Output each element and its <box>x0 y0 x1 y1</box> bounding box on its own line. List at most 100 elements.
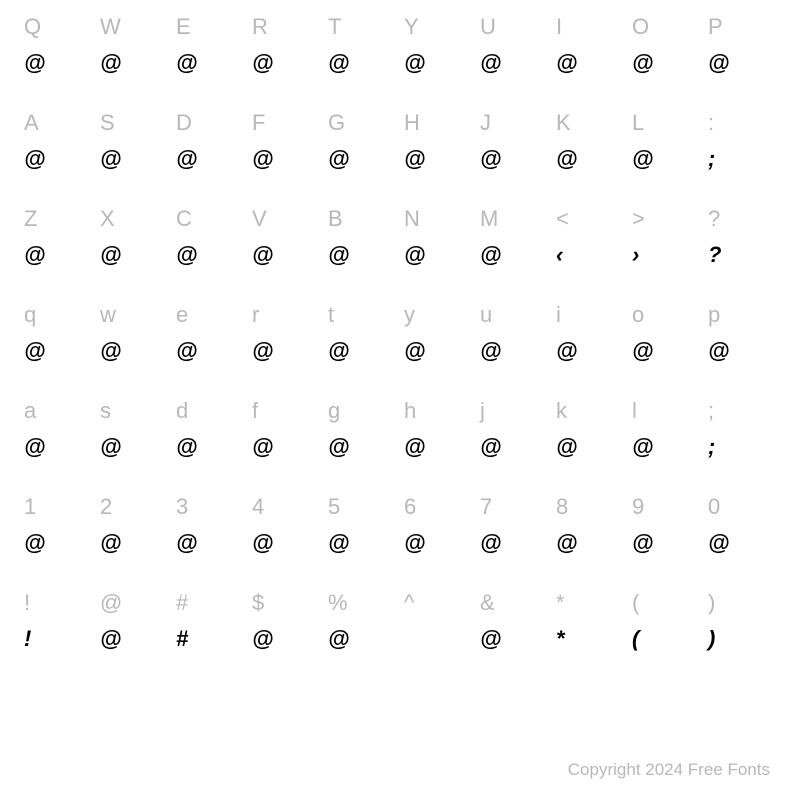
char-key: R <box>252 16 268 38</box>
char-key: y <box>404 304 415 326</box>
char-glyph: @ <box>176 340 197 362</box>
char-key: ) <box>708 592 715 614</box>
char-key: 2 <box>100 496 112 518</box>
char-key: C <box>176 208 192 230</box>
char-glyph: @ <box>328 148 349 170</box>
char-cell: g@ <box>324 394 400 490</box>
char-cell: ;; <box>704 394 780 490</box>
char-cell: X@ <box>96 202 172 298</box>
char-key: A <box>24 112 39 134</box>
char-glyph: @ <box>328 244 349 266</box>
char-key: S <box>100 112 115 134</box>
char-glyph: @ <box>404 52 425 74</box>
char-cell: 7@ <box>476 490 552 586</box>
char-glyph: @ <box>176 532 197 554</box>
char-cell: t@ <box>324 298 400 394</box>
char-glyph: @ <box>100 148 121 170</box>
char-key: s <box>100 400 111 422</box>
char-cell: u@ <box>476 298 552 394</box>
char-cell: @@ <box>96 586 172 682</box>
char-glyph: @ <box>176 148 197 170</box>
char-cell: r@ <box>248 298 324 394</box>
char-glyph: @ <box>632 52 653 74</box>
char-glyph: @ <box>556 148 577 170</box>
font-character-map: Q@W@E@R@T@Y@U@I@O@P@A@S@D@F@G@H@J@K@L@:;… <box>0 0 800 682</box>
char-key: M <box>480 208 498 230</box>
char-cell: Y@ <box>400 10 476 106</box>
char-glyph: @ <box>480 628 501 650</box>
char-glyph: @ <box>328 628 349 650</box>
char-cell: H@ <box>400 106 476 202</box>
char-key: d <box>176 400 188 422</box>
char-glyph: ‹ <box>556 244 563 266</box>
char-cell: V@ <box>248 202 324 298</box>
char-cell: N@ <box>400 202 476 298</box>
char-cell: (( <box>628 586 704 682</box>
char-key: J <box>480 112 491 134</box>
char-glyph: @ <box>24 532 45 554</box>
char-glyph: @ <box>328 532 349 554</box>
char-cell: q@ <box>20 298 96 394</box>
char-cell: k@ <box>552 394 628 490</box>
char-key: g <box>328 400 340 422</box>
char-key: : <box>708 112 714 134</box>
char-key: 1 <box>24 496 36 518</box>
char-cell: f@ <box>248 394 324 490</box>
char-cell: $@ <box>248 586 324 682</box>
char-key: K <box>556 112 571 134</box>
char-glyph: ; <box>708 148 715 170</box>
char-key: F <box>252 112 265 134</box>
char-glyph: @ <box>708 532 729 554</box>
char-cell: G@ <box>324 106 400 202</box>
char-glyph: › <box>632 244 639 266</box>
char-glyph: @ <box>252 52 273 74</box>
char-cell: 9@ <box>628 490 704 586</box>
char-key: t <box>328 304 334 326</box>
char-cell: j@ <box>476 394 552 490</box>
char-cell: 1@ <box>20 490 96 586</box>
char-cell: W@ <box>96 10 172 106</box>
char-cell: )) <box>704 586 780 682</box>
char-glyph: @ <box>100 244 121 266</box>
char-cell: d@ <box>172 394 248 490</box>
char-key: B <box>328 208 343 230</box>
char-glyph: @ <box>480 244 501 266</box>
char-key: a <box>24 400 36 422</box>
char-key: Q <box>24 16 41 38</box>
char-key: q <box>24 304 36 326</box>
char-key: ^ <box>404 592 414 614</box>
char-glyph: @ <box>24 52 45 74</box>
char-glyph: ) <box>708 628 715 650</box>
char-key: 0 <box>708 496 720 518</box>
char-cell: S@ <box>96 106 172 202</box>
char-key: 3 <box>176 496 188 518</box>
char-glyph: @ <box>100 532 121 554</box>
char-glyph: @ <box>328 436 349 458</box>
char-glyph: @ <box>480 532 501 554</box>
char-key: H <box>404 112 420 134</box>
char-key: * <box>556 592 565 614</box>
char-glyph: @ <box>556 52 577 74</box>
char-key: U <box>480 16 496 38</box>
char-cell: s@ <box>96 394 172 490</box>
char-glyph: @ <box>24 148 45 170</box>
character-grid: Q@W@E@R@T@Y@U@I@O@P@A@S@D@F@G@H@J@K@L@:;… <box>20 10 780 682</box>
char-key: o <box>632 304 644 326</box>
char-glyph: ? <box>708 244 721 266</box>
char-cell: ## <box>172 586 248 682</box>
char-glyph: @ <box>404 340 425 362</box>
char-glyph: @ <box>252 340 273 362</box>
char-glyph: @ <box>480 148 501 170</box>
char-cell: &@ <box>476 586 552 682</box>
char-key: L <box>632 112 644 134</box>
char-cell: 3@ <box>172 490 248 586</box>
char-key: h <box>404 400 416 422</box>
char-cell: p@ <box>704 298 780 394</box>
char-cell: K@ <box>552 106 628 202</box>
char-glyph: @ <box>328 52 349 74</box>
char-key: V <box>252 208 267 230</box>
char-glyph: @ <box>252 436 273 458</box>
char-cell: B@ <box>324 202 400 298</box>
char-cell: h@ <box>400 394 476 490</box>
char-key: G <box>328 112 345 134</box>
